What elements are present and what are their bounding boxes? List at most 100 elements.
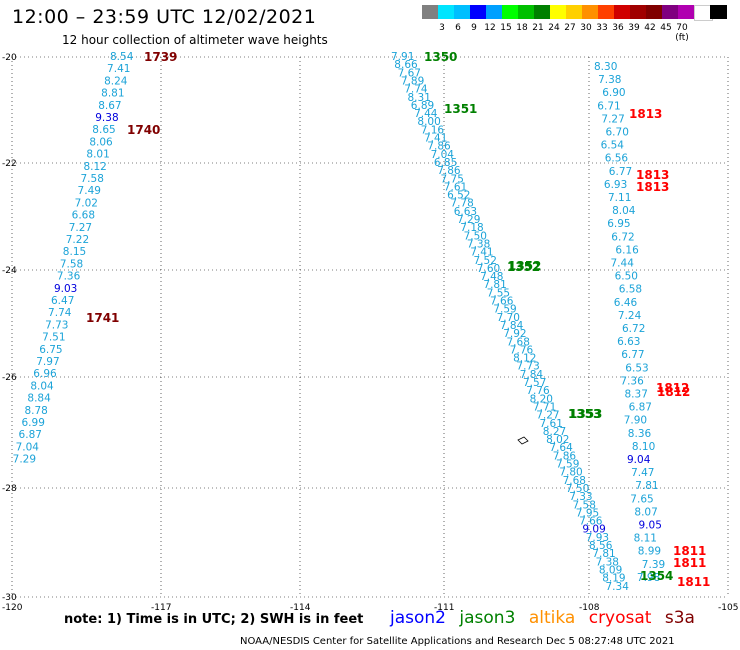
track1-value: 7.36 (57, 271, 81, 283)
track2-value: 6.89 (411, 100, 434, 112)
track2-value: 8.19 (602, 573, 625, 585)
track4-value: 6.87 (629, 402, 652, 414)
track2-value: 7.66 (490, 296, 514, 308)
track2-value: 7.89 (401, 75, 424, 87)
lon-label: -108 (579, 603, 600, 613)
track4-value: 7.98 (637, 572, 660, 584)
track1-value: 6.99 (22, 417, 45, 429)
time-label: 1813 (636, 180, 669, 194)
colorbar-swatch (582, 5, 599, 19)
lat-label: -24 (2, 266, 17, 276)
track1-value: 9.38 (95, 112, 118, 124)
colorbar-swatch (486, 5, 503, 19)
track2-value: 7.52 (474, 255, 497, 267)
track1-value: 8.54 (110, 51, 134, 63)
lat-label: -22 (2, 159, 17, 169)
track2-value: 7.34 (606, 581, 630, 593)
track4-value: 6.58 (619, 284, 642, 296)
track4-value: 6.72 (611, 231, 634, 243)
colorbar-swatch (422, 5, 439, 19)
note-text: note: 1) Time is in UTC; 2) SWH is in fe… (64, 612, 364, 627)
track1-value: 8.84 (27, 393, 51, 405)
legend-jason3: jason3 (459, 608, 516, 628)
time-label: 1353 (568, 407, 601, 421)
track4-value: 6.46 (614, 297, 638, 309)
track2-value: 7.86 (553, 450, 577, 462)
track2-value: 7.41 (424, 133, 447, 145)
track2-value: 7.50 (566, 483, 589, 495)
colorbar-label: 33 (596, 23, 608, 33)
track1-value: 8.78 (24, 405, 47, 417)
time-label: 1352 (507, 260, 540, 274)
track1-value: 8.01 (86, 149, 109, 161)
track4-value: 7.36 (620, 375, 644, 387)
track1-value: 7.58 (60, 258, 83, 270)
track2-value: 8.20 (530, 393, 553, 405)
track4-value: 7.27 (601, 113, 624, 125)
colorbar-label: 30 (580, 23, 592, 33)
track2-value: 7.57 (523, 377, 546, 389)
track1-value: 8.12 (83, 161, 106, 173)
track2-value: 8.12 (513, 353, 536, 365)
page-subtitle: 12 hour collection of altimeter wave hei… (62, 33, 328, 47)
track2-value: 7.59 (556, 459, 579, 471)
colorbar-swatch (678, 5, 695, 19)
legend-cryosat: cryosat (588, 608, 652, 628)
track1-value: 7.51 (42, 332, 65, 344)
track2-value: 7.70 (497, 312, 520, 324)
satellite-legend: jason2 jason3 altika cryosat s3a (390, 608, 703, 628)
track1-value: 8.67 (98, 100, 121, 112)
colorbar-label: 39 (628, 23, 640, 33)
track1-value: 7.58 (81, 173, 104, 185)
track2-value: 7.93 (586, 532, 609, 544)
track2-value: 7.86 (427, 141, 451, 153)
track1-value: 6.68 (72, 210, 95, 222)
time-label: 1811 (677, 575, 710, 589)
track4-value: 6.16 (615, 244, 639, 256)
time-label: 1350 (424, 50, 457, 64)
colorbar-swatch (646, 5, 663, 19)
time-label: 1812 (657, 385, 690, 399)
colorbar-label: 70 (ft) (675, 23, 689, 43)
colorbar-swatch (566, 5, 583, 19)
track2-value: 7.71 (533, 401, 556, 413)
track2-value: 7.44 (414, 108, 438, 120)
track2-value: 9.09 (582, 524, 605, 536)
colorbar-label: 3 (439, 23, 445, 33)
track4-value: 8.07 (634, 506, 657, 518)
track2-value: 7.86 (437, 165, 461, 177)
colorbar-label: 27 (564, 23, 576, 33)
legend-jason2: jason2 (390, 608, 446, 628)
track2-value: 7.76 (510, 344, 534, 356)
track2-value: 7.59 (493, 304, 516, 316)
axis-labels: -20 -22 -24 -26 -28 -30-120 -117 -114 -111 -108 -1… (2, 53, 738, 613)
track2-value: 8.31 (408, 92, 431, 104)
lat-label: -30 (2, 593, 17, 603)
colorbar-label: 21 (532, 23, 544, 33)
lon-label: -111 (434, 603, 454, 613)
track2-value: 7.76 (526, 385, 550, 397)
track2-value: 7.50 (464, 230, 487, 242)
time-label: 1352 (508, 259, 541, 273)
track2-value: 6.85 (434, 157, 457, 169)
track2-value: 7.18 (460, 222, 483, 234)
track1-value: 6.96 (33, 368, 57, 380)
time-label: 1813 (636, 168, 669, 182)
track2-value: 7.81 (483, 279, 506, 291)
track2-value: 7.33 (569, 491, 592, 503)
track2-value: 7.64 (549, 442, 573, 454)
track2-value: 8.66 (394, 59, 418, 71)
colorbar-swatch (518, 5, 535, 19)
colorbar-swatch (534, 5, 551, 19)
track2-value: 7.48 (480, 271, 503, 283)
track1-value: 6.47 (51, 295, 74, 307)
track2-value: 7.78 (450, 198, 473, 210)
track2-value: 7.81 (592, 548, 615, 560)
track4-value: 6.63 (617, 336, 640, 348)
track2-value: 7.75 (441, 173, 464, 185)
colorbar-label: 12 (484, 23, 496, 33)
colorbar-swatch (614, 5, 631, 19)
track2-value: 8.02 (546, 434, 569, 446)
track1-value: 7.22 (66, 234, 89, 246)
